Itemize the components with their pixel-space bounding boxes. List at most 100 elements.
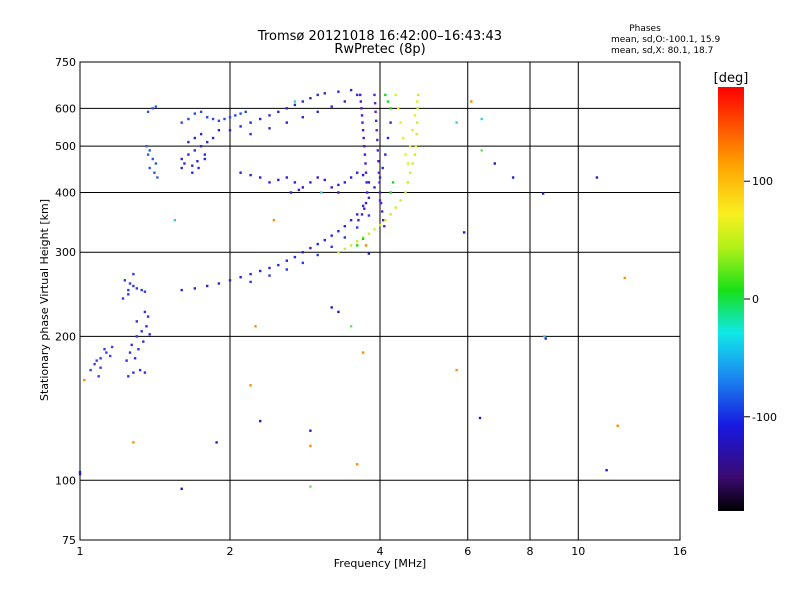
data-point (455, 368, 458, 372)
data-point (367, 232, 371, 235)
data-point (493, 162, 496, 165)
data-point (135, 320, 138, 323)
data-point (416, 107, 419, 110)
y-tick-label: 200 (55, 330, 76, 343)
data-point (95, 359, 98, 362)
data-point (268, 181, 271, 184)
colorbar (718, 87, 744, 511)
data-point (187, 117, 190, 121)
data-points (78, 88, 626, 490)
phases-heading: Phases (629, 24, 661, 34)
data-point (309, 485, 312, 488)
data-point (365, 181, 368, 184)
data-point (228, 116, 232, 119)
data-point (239, 171, 242, 174)
data-point (605, 469, 608, 472)
data-point (356, 463, 359, 466)
data-point (191, 164, 194, 167)
data-point (404, 153, 407, 156)
data-point (359, 100, 362, 103)
data-point (361, 204, 365, 208)
data-point (196, 160, 199, 163)
data-point (148, 149, 151, 152)
data-point (363, 145, 366, 148)
data-point (349, 88, 353, 92)
data-point (366, 191, 369, 194)
data-point (330, 186, 333, 189)
data-point (337, 251, 340, 254)
data-point (356, 93, 359, 97)
data-point (356, 226, 359, 229)
data-point (379, 201, 383, 205)
data-point (132, 284, 135, 288)
data-point (361, 121, 364, 124)
data-point (259, 269, 262, 273)
colorbar-ticks: 100 0 -100 (744, 175, 777, 424)
data-point (316, 253, 319, 257)
data-point (143, 290, 147, 293)
data-point (268, 114, 271, 117)
data-point (349, 219, 353, 222)
data-point (99, 366, 102, 369)
y-tick-label: 400 (55, 186, 76, 199)
data-point (416, 93, 420, 97)
data-point (406, 162, 410, 165)
data-point (544, 337, 547, 340)
data-point (285, 121, 288, 124)
data-point (285, 107, 288, 110)
data-point (316, 176, 319, 179)
data-point (143, 371, 147, 374)
data-point (277, 263, 280, 267)
data-point (223, 117, 226, 121)
data-point (323, 92, 326, 95)
data-point (360, 114, 364, 117)
data-point (277, 178, 280, 182)
data-point (249, 132, 252, 136)
data-point (133, 357, 137, 360)
data-point (249, 384, 252, 387)
data-point (361, 173, 365, 177)
data-point (173, 219, 176, 222)
chart-title: Tromsø 20121018 16:42:00–16:43:43 (257, 29, 502, 44)
data-point (367, 214, 371, 217)
data-point (416, 100, 419, 103)
data-point (374, 110, 377, 113)
data-point (254, 325, 257, 328)
data-point (145, 145, 148, 148)
data-point (128, 282, 132, 285)
data-point (193, 136, 196, 140)
data-point (146, 110, 150, 113)
data-point (316, 242, 319, 246)
data-point (386, 136, 390, 140)
data-point (89, 368, 92, 372)
data-point (268, 274, 271, 277)
data-point (386, 100, 390, 103)
data-point (361, 237, 365, 240)
data-point (377, 160, 380, 163)
data-point (109, 354, 112, 358)
x-axis-label: Frequency [MHz] (334, 557, 426, 570)
data-point (285, 259, 288, 262)
data-point (361, 129, 365, 132)
data-point (289, 191, 293, 194)
data-point (367, 196, 371, 199)
data-point (277, 110, 280, 113)
data-point (360, 213, 364, 216)
data-point (180, 288, 183, 292)
data-point (239, 276, 242, 279)
data-point (363, 153, 367, 156)
data-point (127, 288, 130, 292)
data-point (394, 93, 397, 97)
data-point (249, 272, 252, 276)
data-point (197, 166, 200, 170)
data-point (301, 261, 304, 265)
data-point (78, 470, 82, 474)
data-point (480, 117, 483, 121)
data-point (376, 149, 379, 152)
data-point (203, 157, 206, 161)
data-point (316, 93, 319, 97)
data-point (293, 103, 297, 107)
data-point (301, 251, 304, 254)
data-point (337, 191, 340, 194)
data-point (389, 213, 392, 216)
